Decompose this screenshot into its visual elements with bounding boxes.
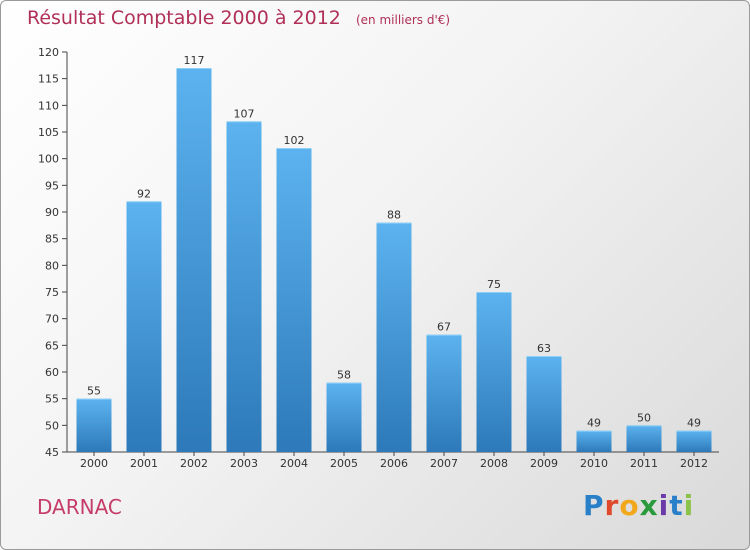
value-label-2005: 58 [337,369,351,382]
y-tick-label: 55 [45,393,59,406]
value-label-2002: 117 [184,54,205,67]
x-tick-label-2008: 2008 [480,457,508,470]
logo-letter: o [619,489,640,522]
bar-2010 [576,430,612,452]
x-tick-label-2011: 2011 [630,457,658,470]
y-tick-label: 90 [45,206,59,219]
city-name: DARNAC [37,495,122,519]
y-tick-label: 65 [45,339,59,352]
bar-2005 [326,382,362,452]
bar-2012 [676,430,712,452]
y-tick-label: 105 [38,126,59,139]
y-tick-label: 75 [45,286,59,299]
x-tick-label-2001: 2001 [130,457,158,470]
x-tick-label-2012: 2012 [680,457,708,470]
x-tick-label-2009: 2009 [530,457,558,470]
bar-2001 [126,201,162,452]
value-label-2001: 92 [137,187,151,200]
value-label-2012: 49 [687,417,701,430]
y-tick-label: 80 [45,259,59,272]
chart-title: Résultat Comptable 2000 à 2012 [27,7,341,29]
x-tick-label-2004: 2004 [280,457,308,470]
value-label-2009: 63 [537,342,551,355]
value-label-2010: 49 [587,417,601,430]
logo-letter: x [639,489,659,522]
proxiti-logo[interactable]: Proxiti [583,489,694,522]
x-tick-label-2010: 2010 [580,457,608,470]
bar-2000 [76,398,112,452]
logo-letter: r [604,489,620,522]
y-tick-label: 60 [45,366,59,379]
bar-2007 [426,334,462,452]
x-tick-label-2006: 2006 [380,457,408,470]
logo-letter: i [658,489,670,522]
title-row: Résultat Comptable 2000 à 2012 (en milli… [27,7,450,29]
logo-letter: i [683,489,695,522]
value-label-2011: 50 [637,411,651,424]
value-label-2003: 107 [234,107,255,120]
logo-letter: t [669,489,684,522]
value-label-2004: 102 [284,134,305,147]
value-label-2006: 88 [387,209,401,222]
bar-2009 [526,356,562,452]
value-label-2008: 75 [487,278,501,291]
y-tick-label: 95 [45,179,59,192]
y-tick-label: 85 [45,233,59,246]
value-label-2000: 55 [87,385,101,398]
x-tick-label-2005: 2005 [330,457,358,470]
bar-2004 [276,148,312,452]
y-tick-label: 120 [38,46,59,59]
value-label-2007: 67 [437,321,451,334]
y-tick-label: 115 [38,73,59,86]
y-tick-label: 110 [38,99,59,112]
bar-2011 [626,425,662,452]
y-tick-label: 100 [38,153,59,166]
x-tick-label-2000: 2000 [80,457,108,470]
bar-2003 [226,121,262,452]
y-tick-label: 70 [45,313,59,326]
x-tick-label-2003: 2003 [230,457,258,470]
bar-2006 [376,222,412,452]
chart-subtitle: (en milliers d'€) [355,13,451,27]
y-tick-label: 45 [45,446,59,459]
bar-2008 [476,292,512,452]
x-tick-label-2002: 2002 [180,457,208,470]
bar-2002 [176,68,212,452]
logo-letter: P [583,489,605,522]
x-tick-label-2007: 2007 [430,457,458,470]
y-tick-label: 50 [45,419,59,432]
